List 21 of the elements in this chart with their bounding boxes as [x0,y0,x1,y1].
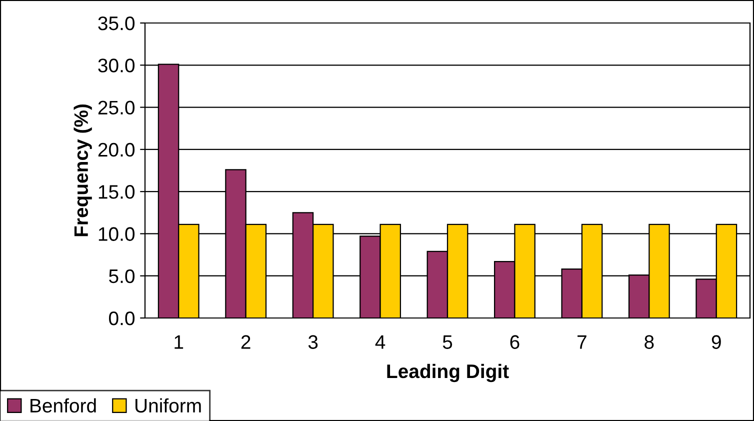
x-tick-label: 1 [174,335,184,349]
y-tick-label: 20.0 [98,142,135,157]
x-tick-label: 3 [308,335,318,349]
x-tick-label: 4 [375,335,386,349]
legend-label: Benford [30,398,96,413]
x-tick-label: 7 [578,335,586,349]
y-tick-label: 5.0 [109,269,135,284]
x-tick-label: 2 [241,335,250,349]
x-tick-label: 5 [442,335,452,349]
y-tick-label: 35.0 [98,16,135,30]
x-tick-label: 8 [644,335,654,349]
y-tick-label: 10.0 [98,227,135,241]
legend-label: Uniform [136,398,201,413]
x-tick-label: 6 [510,335,520,349]
y-axis-title: Frequency (%) [74,104,92,236]
y-tick-label: 15.0 [98,185,135,199]
y-tick-label: 0.0 [109,311,135,326]
x-axis-title: Leading Digit [387,364,509,382]
y-tick-label: 25.0 [98,100,135,115]
x-tick-label: 9 [712,335,721,349]
y-tick-label: 30.0 [98,58,135,72]
